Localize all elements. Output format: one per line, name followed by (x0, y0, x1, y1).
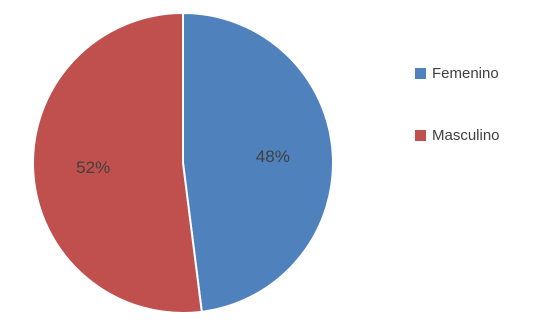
legend-item-masculino: Masculino (415, 124, 535, 146)
pie-slices (32, 11, 334, 314)
legend-swatch-masculino (415, 129, 426, 141)
pie-label-masculino: 52% (76, 158, 110, 177)
pie-slice-femenino (182, 11, 334, 313)
pie-label-femenino: 48% (256, 147, 290, 166)
pie-slice-masculino (32, 11, 203, 314)
legend-item-femenino: Femenino (415, 62, 535, 84)
legend-label-femenino: Femenino (432, 64, 499, 82)
legend-label-masculino: Masculino (432, 126, 500, 144)
legend-swatch-femenino (415, 67, 426, 79)
legend: Femenino Masculino (415, 62, 535, 186)
pie-data-labels: 48% 52% (76, 147, 290, 177)
